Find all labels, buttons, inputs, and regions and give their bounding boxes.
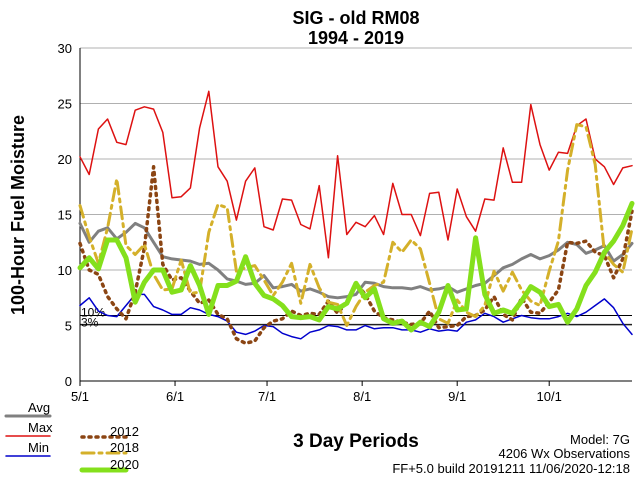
chart-subtitle: 1994 - 2019 [308, 28, 404, 48]
y-axis-label: 100-Hour Fuel Moisture [8, 115, 28, 315]
chart-title: SIG - old RM08 [292, 8, 419, 28]
y-tick-label-10: 10 [58, 263, 72, 278]
legend-label-max: Max [28, 420, 53, 435]
y-tick-label-25: 25 [58, 97, 72, 112]
legend-label-min: Min [28, 440, 49, 455]
legend-label-2012: 2012 [110, 424, 139, 439]
build-label: FF+5.0 build 20191211 11/06/2020-12:18 [392, 461, 630, 476]
x-axis-label: 3 Day Periods [293, 431, 419, 452]
y-tick-label-5: 5 [65, 319, 72, 334]
x-tick-label-6-1: 6/1 [166, 389, 184, 404]
model-label: Model: 7G [570, 432, 630, 447]
series-line-2020 [77, 200, 635, 333]
x-tick-label-10-1: 10/1 [537, 389, 562, 404]
x-tick-label-8-1: 8/1 [353, 389, 371, 404]
x-tick-label-7-1: 7/1 [258, 389, 276, 404]
y-tick-label-0: 0 [65, 374, 72, 389]
series-line-min [79, 293, 633, 340]
legend-label-2020: 2020 [110, 457, 139, 472]
threshold-label-3: 3% [81, 315, 99, 329]
y-tick-label-20: 20 [58, 152, 72, 167]
observations-label: 4206 Wx Observations [498, 446, 630, 461]
threshold-label-10: 10% [81, 306, 105, 320]
series-line-max [79, 90, 633, 259]
x-tick-label-9-1: 9/1 [448, 389, 466, 404]
series-line-2012 [78, 165, 634, 346]
x-tick-label-5-1: 5/1 [71, 389, 89, 404]
y-tick-label-15: 15 [58, 208, 72, 223]
legend-label-avg: Avg [28, 400, 50, 415]
legend-label-2018: 2018 [110, 440, 139, 455]
y-tick-label-30: 30 [58, 41, 72, 56]
plot-area: 0 5 10 15 20 25 30 5/1 6/1 7/1 8/1 9/1 10/1 10%3% [58, 41, 635, 404]
series-line-avg [78, 221, 634, 300]
